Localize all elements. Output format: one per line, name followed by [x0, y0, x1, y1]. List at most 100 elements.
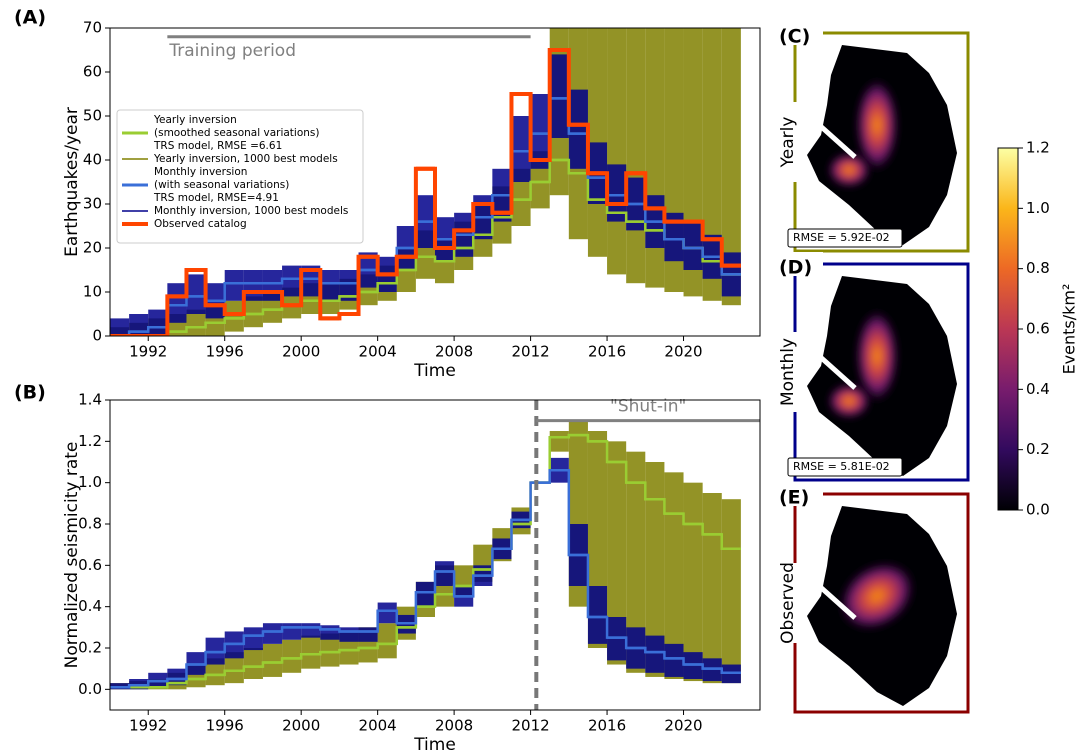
map-hotspot	[838, 560, 916, 632]
model-band	[568, 89, 588, 169]
map	[807, 45, 957, 245]
model-band	[549, 431, 569, 452]
model-band	[664, 643, 684, 677]
model-band	[301, 635, 321, 669]
legend-label: (smoothed seasonal variations)	[154, 127, 319, 139]
model-band	[262, 643, 283, 677]
panel-label: (C)	[779, 26, 810, 48]
model-band	[607, 28, 627, 275]
model-band	[339, 270, 359, 301]
panel-label: (E)	[779, 487, 809, 509]
label-backdrop	[775, 21, 823, 45]
model-band	[645, 28, 665, 288]
model-band	[243, 296, 263, 328]
legend-label: Observed catalog	[154, 218, 247, 230]
axes-frame	[109, 27, 761, 337]
colorbar-tick-label: 0.4	[1026, 380, 1050, 398]
y-tick-label: 0.6	[78, 556, 102, 574]
model-band	[607, 164, 627, 222]
model-band	[664, 212, 684, 262]
model-band	[282, 623, 302, 640]
label-backdrop	[775, 252, 823, 276]
map-side-label: Monthly	[778, 338, 798, 406]
y-tick-label: 0.4	[78, 597, 102, 615]
rmse-label: RMSE = 5.81E-02	[793, 460, 890, 473]
model-band	[262, 270, 283, 301]
model-band	[435, 561, 455, 586]
model-band	[148, 309, 168, 336]
legend-label: Yearly inversion	[153, 114, 237, 126]
plot-area	[110, 28, 741, 336]
model-band	[320, 270, 340, 301]
legend-label: TRS model, RMSE=4.91	[153, 192, 279, 204]
legend-label: Monthly inversion	[154, 166, 247, 178]
map-side-label: Yearly	[778, 117, 798, 169]
model-band	[339, 627, 359, 642]
legend-label: Yearly inversion, 1000 best models	[153, 153, 338, 165]
x-tick-label: 2004	[359, 717, 397, 735]
y-tick-label: 60	[83, 63, 102, 81]
map	[807, 276, 957, 476]
rmse-box	[787, 228, 903, 248]
model-band	[243, 627, 263, 651]
x-axis-title: Time	[413, 361, 456, 381]
model-band	[626, 451, 646, 673]
side-backdrop	[781, 332, 809, 412]
legend-label: (with seasonal variations)	[154, 179, 289, 191]
model-band	[645, 635, 665, 673]
x-tick-label: 2000	[282, 717, 320, 735]
y-tick-label: 0.0	[78, 680, 102, 698]
model-band	[301, 623, 321, 638]
colorbar-tick-label: 0.2	[1026, 440, 1050, 458]
model-band	[186, 309, 206, 336]
map-gap	[815, 352, 857, 390]
y-tick-label: 0.2	[78, 639, 102, 657]
x-tick-label: 1992	[129, 717, 167, 735]
panel-label: (D)	[779, 257, 812, 279]
model-band	[683, 482, 703, 682]
model-band	[702, 493, 722, 684]
y-axis-title: Earthquakes/year	[62, 107, 82, 257]
label-backdrop	[775, 482, 823, 506]
x-tick-label: 2008	[435, 717, 473, 735]
map-gap	[815, 121, 857, 159]
y-axis-title: Normalized seismicity rate	[62, 442, 82, 669]
model-band	[167, 283, 187, 323]
colorbar	[997, 147, 1019, 511]
map	[807, 506, 957, 706]
model-band	[282, 265, 302, 297]
annotation-text: Training period	[168, 41, 296, 61]
x-tick-label: 2012	[511, 717, 549, 735]
model-band	[587, 586, 608, 644]
x-tick-label: 2008	[435, 343, 473, 361]
model-band	[224, 300, 244, 332]
model-band	[205, 658, 225, 686]
colorbar-tick-label: 0.6	[1026, 320, 1050, 338]
x-tick-label: 2000	[282, 343, 320, 361]
x-tick-label: 1992	[129, 343, 167, 361]
x-tick-label: 2012	[511, 343, 549, 361]
rmse-label: RMSE = 5.92E-02	[793, 231, 890, 244]
y-tick-label: 0	[92, 327, 102, 345]
model-band	[626, 28, 646, 284]
axes-frame	[109, 399, 761, 711]
map-hotspot	[855, 308, 899, 404]
colorbar-tick-label: 0.8	[1026, 259, 1050, 277]
colorbar-tick-label: 1.0	[1026, 199, 1050, 217]
x-tick-label: 2016	[588, 717, 626, 735]
x-tick-label: 2004	[359, 343, 397, 361]
model-band	[282, 639, 302, 673]
y-tick-label: 50	[83, 107, 102, 125]
model-band	[167, 668, 187, 686]
panel-label: (B)	[14, 382, 46, 404]
y-tick-label: 1.2	[78, 432, 102, 450]
model-band	[511, 116, 531, 182]
colorbar-tick-label: 0.0	[1026, 501, 1050, 519]
model-band	[320, 625, 340, 640]
model-band	[683, 221, 703, 270]
colorbar-title: Events/km²	[1060, 284, 1079, 375]
legend-box	[116, 109, 364, 244]
model-band	[243, 270, 263, 301]
model-band	[702, 28, 722, 301]
